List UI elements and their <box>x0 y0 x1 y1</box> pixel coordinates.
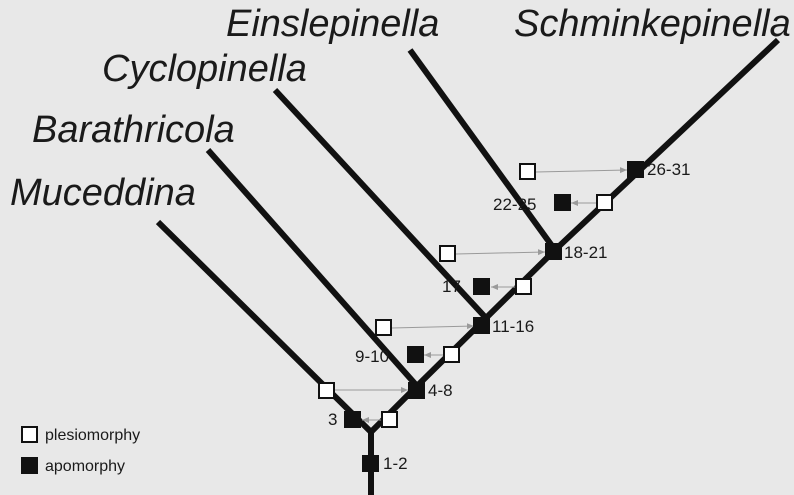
branch-muceddina <box>155 219 374 435</box>
character-labels: 1-2 3 4-8 9-10 11-16 17 18-21 22-25 26-3… <box>328 160 690 473</box>
apomorphy-box-1-2 <box>362 455 379 472</box>
transformation-arrows <box>335 167 628 423</box>
plesiomorphy-box <box>439 245 456 262</box>
apomorphy-box-9-10 <box>407 346 424 363</box>
apomorphy-box-22-25 <box>554 194 571 211</box>
taxon-label-barathricola: Barathricola <box>32 109 235 151</box>
apomorphy-box-18-21 <box>545 243 562 260</box>
char-label-22-25: 22-25 <box>493 195 536 214</box>
plesiomorphy-box <box>596 194 613 211</box>
char-label-1-2: 1-2 <box>383 454 408 473</box>
branch-einslepinella <box>407 48 558 252</box>
apomorphy-box-4-8 <box>408 382 425 399</box>
plesiomorphy-box <box>443 346 460 363</box>
legend: plesiomorphy apomorphy <box>21 426 140 475</box>
branch-schminkepinella <box>552 37 781 253</box>
char-label-11-16: 11-16 <box>492 317 534 336</box>
character-boxes <box>318 161 644 472</box>
char-label-3: 3 <box>328 410 337 429</box>
arrow-18-21 <box>455 249 546 256</box>
apomorphy-box-3 <box>344 411 361 428</box>
apomorphy-box-17 <box>473 278 490 295</box>
branch-cyclopinella <box>272 87 489 321</box>
plesiomorphy-box <box>515 278 532 295</box>
taxon-label-schminkepinella: Schminkepinella <box>514 3 791 45</box>
branch-barathricola <box>205 148 420 388</box>
char-label-26-31: 26-31 <box>647 160 690 179</box>
char-label-17: 17 <box>442 277 461 296</box>
plesiomorphy-box <box>375 319 392 336</box>
arrow-11-16 <box>391 323 475 330</box>
legend-plesiomorphy-box <box>21 426 38 443</box>
plesiomorphy-box <box>318 382 335 399</box>
taxon-label-cyclopinella: Cyclopinella <box>102 48 307 90</box>
arrow-26-31 <box>535 167 628 174</box>
char-label-4-8: 4-8 <box>428 381 453 400</box>
taxon-label-einslepinella: Einslepinella <box>226 3 439 45</box>
taxon-label-muceddina: Muceddina <box>10 172 196 214</box>
char-label-9-10: 9-10 <box>355 347 389 366</box>
plesiomorphy-box <box>381 411 398 428</box>
legend-plesiomorphy-label: plesiomorphy <box>45 427 140 444</box>
apomorphy-box-26-31 <box>627 161 644 178</box>
apomorphy-box-11-16 <box>473 317 490 334</box>
legend-apomorphy-box <box>21 457 38 474</box>
legend-apomorphy-label: apomorphy <box>45 458 125 475</box>
tree-branches <box>155 37 781 495</box>
plesiomorphy-box <box>519 163 536 180</box>
char-label-18-21: 18-21 <box>564 243 607 262</box>
